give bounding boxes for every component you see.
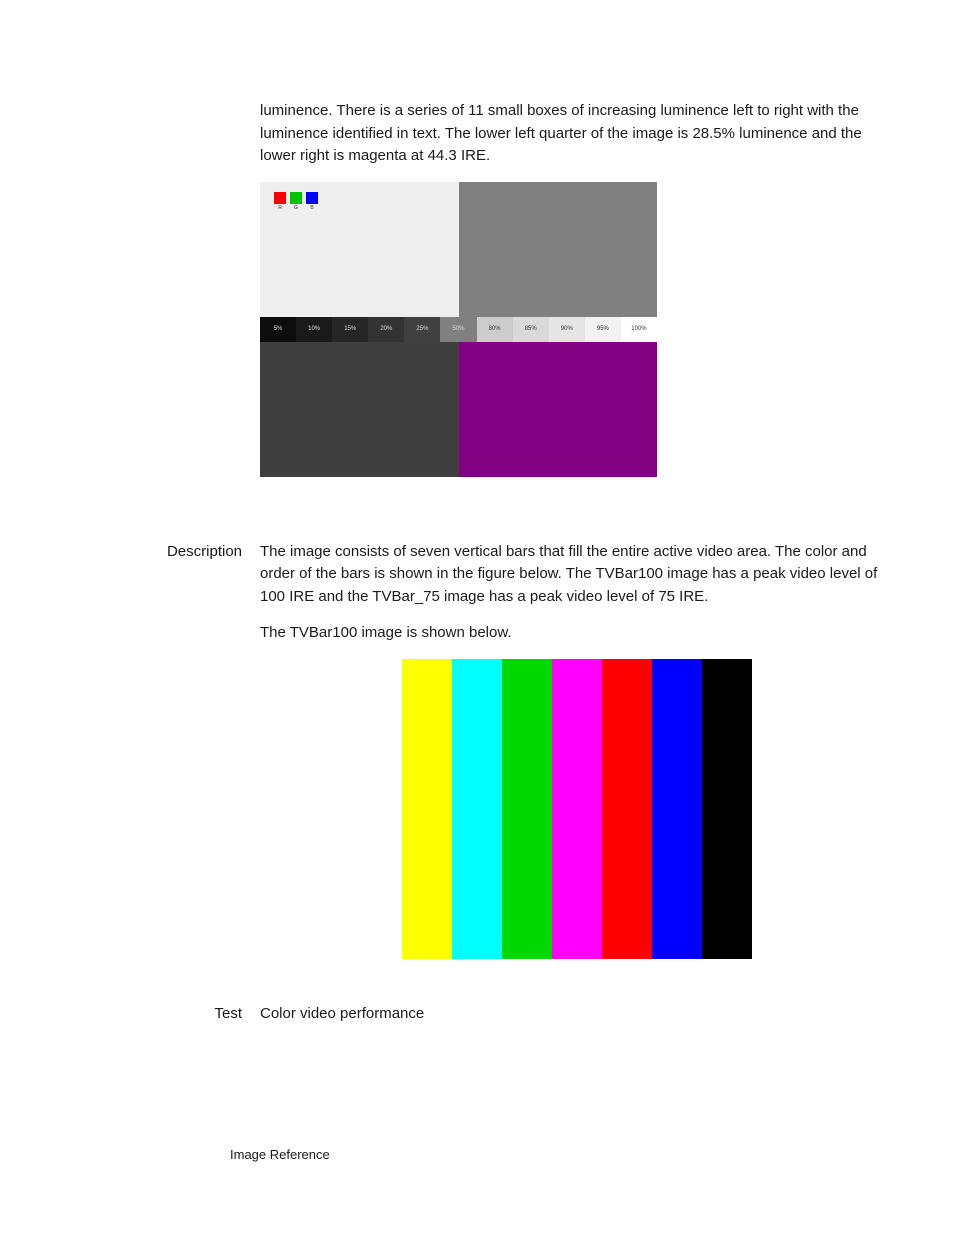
tvbar-image (402, 659, 752, 959)
luminence-step-label: 15% (344, 325, 356, 334)
luminence-step-label: 5% (274, 325, 283, 334)
rgb-label: G (290, 205, 302, 213)
luminence-step: 50% (440, 317, 476, 342)
luminence-step: 5% (260, 317, 296, 342)
rgb-box (306, 192, 318, 204)
luminence-step-label: 85% (525, 325, 537, 334)
luminence-step: 90% (549, 317, 585, 342)
tv-color-bar (702, 659, 752, 959)
luminence-step-label: 95% (597, 325, 609, 334)
luminence-step: 85% (513, 317, 549, 342)
luminence-step-label: 80% (489, 325, 501, 334)
luminence-step: 95% (585, 317, 621, 342)
quad-top-left: RGB (260, 182, 459, 317)
intro-paragraph: luminence. There is a series of 11 small… (260, 100, 894, 168)
luminence-step: 100% (621, 317, 657, 342)
description-para-2: The TVBar100 image is shown below. (260, 622, 894, 645)
rgb-label: R (274, 205, 286, 213)
tv-color-bar (552, 659, 602, 959)
luminence-step-label: 90% (561, 325, 573, 334)
test-label: Test (60, 1003, 260, 1026)
luminence-step-label: 50% (453, 325, 465, 334)
description-para-1: The image consists of seven vertical bar… (260, 541, 894, 609)
quad-bottom-right (459, 342, 658, 477)
luminence-step: 80% (477, 317, 513, 342)
luminence-step-label: 10% (308, 325, 320, 334)
quadrant-test-image: RGB 5% 10% 15% 20% 25% 50% 80% 85% 90% 95% 100% (260, 182, 657, 477)
luminence-step-label: 25% (416, 325, 428, 334)
luminence-step: 15% (332, 317, 368, 342)
luminence-step: 20% (368, 317, 404, 342)
luminence-strip: 5% 10% 15% 20% 25% 50% 80% 85% 90% 95% 100% (260, 317, 657, 342)
rgb-label: B (306, 205, 318, 213)
luminence-step: 25% (404, 317, 440, 342)
tv-color-bar (402, 659, 452, 959)
footer-text: Image Reference (60, 1145, 894, 1165)
luminence-step: 10% (296, 317, 332, 342)
quad-top-right (459, 182, 658, 317)
rgb-box (274, 192, 286, 204)
description-label: Description (60, 541, 260, 989)
test-value: Color video performance (260, 1005, 424, 1022)
luminence-step-label: 100% (631, 325, 646, 334)
quad-bottom-left (260, 342, 459, 477)
tv-color-bar (502, 659, 552, 959)
tv-color-bar (602, 659, 652, 959)
tv-color-bar (452, 659, 502, 959)
tv-color-bar (652, 659, 702, 959)
rgb-box (290, 192, 302, 204)
luminence-step-label: 20% (380, 325, 392, 334)
